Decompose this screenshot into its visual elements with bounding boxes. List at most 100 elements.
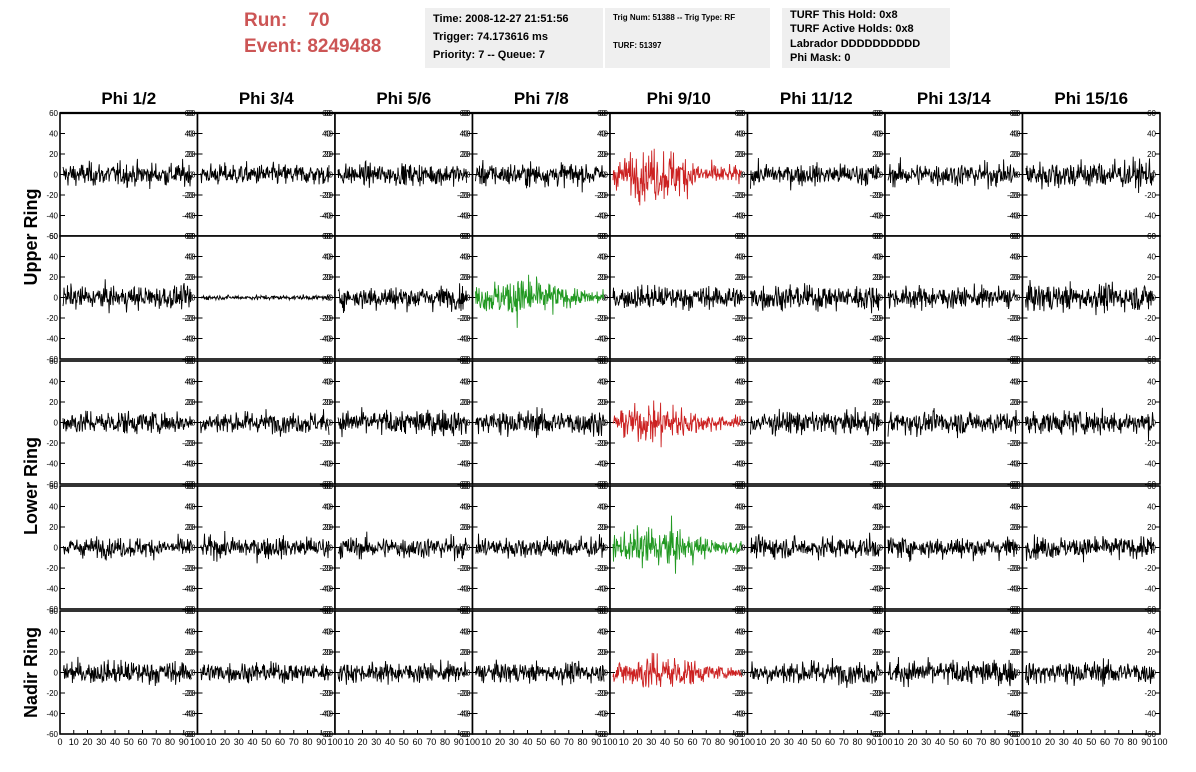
y-tick-label-left: -40 [46, 335, 58, 344]
x-tick-label: 80 [165, 737, 175, 747]
y-tick-label-right: 60 [185, 607, 194, 616]
y-tick-label-right: -20 [869, 564, 881, 573]
waveform-trace [612, 652, 742, 688]
y-tick-label-right: -60 [732, 355, 744, 364]
y-tick-label-left: 20 [324, 273, 333, 282]
y-tick-label-left: 60 [599, 482, 608, 491]
y-tick-label-right: 0 [602, 669, 607, 678]
y-tick-label-right: 20 [735, 648, 744, 657]
waveform-trace [1025, 279, 1155, 316]
y-tick-label-left: 0 [54, 171, 59, 180]
y-tick-label-right: 60 [460, 357, 469, 366]
y-tick-label-right: -40 [732, 710, 744, 719]
y-tick-label-right: 60 [1147, 232, 1156, 241]
waveform-trace [475, 159, 605, 193]
y-tick-label-left: -20 [184, 191, 196, 200]
y-tick-label-left: -20 [596, 689, 608, 698]
y-tick-label-left: 40 [599, 130, 608, 139]
y-tick-label-right: 40 [185, 503, 194, 512]
y-tick-label-right: -40 [319, 710, 331, 719]
y-tick-label-right: -20 [1144, 564, 1156, 573]
y-tick-label-left: -20 [871, 439, 883, 448]
y-tick-label-right: -20 [732, 439, 744, 448]
x-tick-label: 50 [949, 737, 959, 747]
y-tick-label-left: 0 [879, 419, 884, 428]
y-tick-label-left: -60 [321, 605, 333, 614]
y-tick-label-left: -20 [1009, 314, 1021, 323]
y-tick-label-right: 20 [735, 273, 744, 282]
y-tick-label-left: 0 [191, 294, 196, 303]
y-tick-label-right: 20 [872, 523, 881, 532]
y-tick-label-right: 60 [460, 232, 469, 241]
y-tick-label-left: -20 [459, 314, 471, 323]
y-tick-label-right: -20 [869, 314, 881, 323]
waveform-trace [62, 533, 192, 561]
y-tick-label-right: -40 [1007, 460, 1019, 469]
x-tick-label: 10 [206, 737, 216, 747]
y-tick-label-right: 40 [597, 253, 606, 262]
y-tick-label-left: -40 [459, 585, 471, 594]
y-tick-label-left: 0 [54, 669, 59, 678]
trig-info-box: Trig Num: 51388 -- Trig Type: RF TURF: 5… [605, 8, 770, 68]
y-tick-label-right: -60 [457, 730, 469, 739]
y-tick-label-right: -20 [594, 314, 606, 323]
y-tick-label-left: -60 [871, 480, 883, 489]
y-tick-label-left: -40 [184, 460, 196, 469]
y-tick-label-left: 40 [737, 378, 746, 387]
y-tick-label-left: 20 [1012, 273, 1021, 282]
y-tick-label-left: 0 [604, 171, 609, 180]
x-tick-label: 100 [465, 737, 480, 747]
y-tick-label-left: -40 [734, 585, 746, 594]
y-tick-label-left: 40 [187, 378, 196, 387]
y-tick-label-right: -20 [1007, 564, 1019, 573]
x-tick-label: 90 [316, 737, 326, 747]
y-tick-label-left: 60 [324, 482, 333, 491]
y-tick-label-left: 40 [49, 130, 58, 139]
waveform-trace [62, 656, 192, 687]
y-tick-label-right: -20 [594, 689, 606, 698]
y-tick-label-left: 40 [1012, 130, 1021, 139]
y-tick-label-right: 60 [735, 607, 744, 616]
x-tick-label: 100 [1152, 737, 1167, 747]
y-tick-label-right: -60 [869, 480, 881, 489]
y-tick-label-left: -60 [596, 730, 608, 739]
y-tick-label-left: 60 [462, 232, 471, 241]
x-tick-label: 10 [69, 737, 79, 747]
y-tick-label-left: 0 [191, 171, 196, 180]
y-tick-label-left: 20 [1012, 398, 1021, 407]
y-tick-label-right: -60 [869, 730, 881, 739]
y-tick-label-right: 40 [1010, 503, 1019, 512]
y-tick-label-left: 60 [187, 482, 196, 491]
y-tick-label-left: -60 [1009, 355, 1021, 364]
x-tick-label: 60 [687, 737, 697, 747]
y-tick-label-right: -40 [1007, 710, 1019, 719]
y-tick-label-right: 20 [460, 398, 469, 407]
y-tick-label-left: -60 [459, 730, 471, 739]
y-tick-label-left: 20 [599, 648, 608, 657]
y-tick-label-left: -20 [871, 314, 883, 323]
y-tick-label-left: -20 [1009, 191, 1021, 200]
y-tick-label-right: 0 [739, 669, 744, 678]
y-tick-label-right: 20 [1010, 398, 1019, 407]
y-tick-label-left: 0 [329, 294, 334, 303]
x-tick-label: 70 [976, 737, 986, 747]
y-tick-label-left: 40 [49, 378, 58, 387]
y-tick-label-left: 20 [737, 150, 746, 159]
y-tick-label-right: -60 [319, 480, 331, 489]
y-tick-label-left: -60 [1009, 480, 1021, 489]
y-tick-label-left: -20 [459, 564, 471, 573]
y-tick-label-left: 60 [187, 607, 196, 616]
y-tick-label-left: 20 [1012, 523, 1021, 532]
y-tick-label-right: -20 [182, 439, 194, 448]
y-tick-label-right: -40 [594, 585, 606, 594]
y-tick-label-right: -20 [182, 191, 194, 200]
x-tick-label: 100 [327, 737, 342, 747]
y-tick-label-left: -20 [596, 314, 608, 323]
y-tick-label-left: 40 [874, 503, 883, 512]
